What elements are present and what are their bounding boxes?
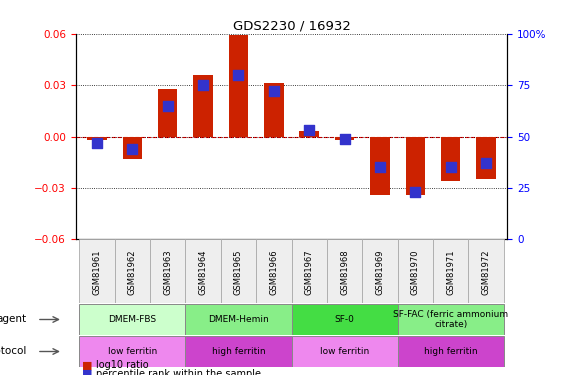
Bar	[335, 136, 354, 140]
Point	[234, 72, 243, 78]
FancyBboxPatch shape	[362, 240, 398, 303]
Text: GSM81967: GSM81967	[305, 249, 314, 295]
FancyBboxPatch shape	[398, 240, 433, 303]
FancyBboxPatch shape	[327, 240, 362, 303]
Bar	[406, 136, 425, 195]
Point	[92, 140, 101, 146]
Text: GSM81962: GSM81962	[128, 249, 137, 295]
Text: log10 ratio: log10 ratio	[96, 360, 149, 370]
Text: high ferritin: high ferritin	[212, 347, 265, 356]
Text: SF-FAC (ferric ammonium
citrate): SF-FAC (ferric ammonium citrate)	[393, 310, 508, 329]
Bar	[441, 136, 461, 181]
Text: GSM81969: GSM81969	[375, 249, 384, 295]
FancyBboxPatch shape	[185, 336, 292, 367]
Bar	[122, 136, 142, 159]
Text: GSM81972: GSM81972	[482, 249, 490, 295]
FancyBboxPatch shape	[79, 240, 115, 303]
Text: GSM81963: GSM81963	[163, 249, 172, 295]
Text: GSM81970: GSM81970	[411, 249, 420, 295]
Text: GSM81965: GSM81965	[234, 249, 243, 295]
FancyBboxPatch shape	[185, 304, 292, 335]
Text: low ferritin: low ferritin	[320, 347, 369, 356]
FancyBboxPatch shape	[292, 304, 398, 335]
Point	[375, 165, 385, 171]
FancyBboxPatch shape	[292, 240, 327, 303]
Text: ■: ■	[82, 369, 92, 375]
FancyBboxPatch shape	[150, 240, 185, 303]
FancyBboxPatch shape	[398, 304, 504, 335]
FancyBboxPatch shape	[292, 336, 398, 367]
Point	[304, 128, 314, 134]
Bar	[158, 88, 177, 136]
Text: GSM81966: GSM81966	[269, 249, 278, 295]
FancyBboxPatch shape	[398, 336, 504, 367]
Text: GSM81971: GSM81971	[446, 249, 455, 295]
Point	[128, 146, 137, 152]
FancyBboxPatch shape	[79, 304, 185, 335]
Point	[340, 136, 349, 142]
Text: agent: agent	[0, 315, 26, 324]
Bar	[229, 36, 248, 136]
Bar	[300, 132, 319, 136]
Text: GSM81964: GSM81964	[199, 249, 208, 295]
Bar	[87, 136, 107, 140]
Bar	[194, 75, 213, 136]
Text: GSM81961: GSM81961	[93, 249, 101, 295]
Point	[482, 160, 491, 166]
FancyBboxPatch shape	[115, 240, 150, 303]
Text: percentile rank within the sample: percentile rank within the sample	[96, 369, 261, 375]
Text: ■: ■	[82, 360, 92, 370]
FancyBboxPatch shape	[221, 240, 256, 303]
Text: DMEM-Hemin: DMEM-Hemin	[208, 315, 269, 324]
Text: GSM81968: GSM81968	[340, 249, 349, 295]
Text: SF-0: SF-0	[335, 315, 354, 324]
Bar	[370, 136, 389, 195]
Text: DMEM-FBS: DMEM-FBS	[108, 315, 156, 324]
FancyBboxPatch shape	[79, 336, 185, 367]
FancyBboxPatch shape	[433, 240, 468, 303]
Text: growth protocol: growth protocol	[0, 346, 26, 357]
Bar	[264, 84, 283, 136]
FancyBboxPatch shape	[468, 240, 504, 303]
Bar	[476, 136, 496, 180]
FancyBboxPatch shape	[256, 240, 292, 303]
Title: GDS2230 / 16932: GDS2230 / 16932	[233, 20, 350, 33]
Point	[410, 189, 420, 195]
Point	[198, 82, 208, 88]
Point	[163, 103, 173, 109]
Text: high ferritin: high ferritin	[424, 347, 477, 356]
Point	[446, 165, 455, 171]
Point	[269, 88, 279, 94]
Text: low ferritin: low ferritin	[108, 347, 157, 356]
FancyBboxPatch shape	[185, 240, 221, 303]
